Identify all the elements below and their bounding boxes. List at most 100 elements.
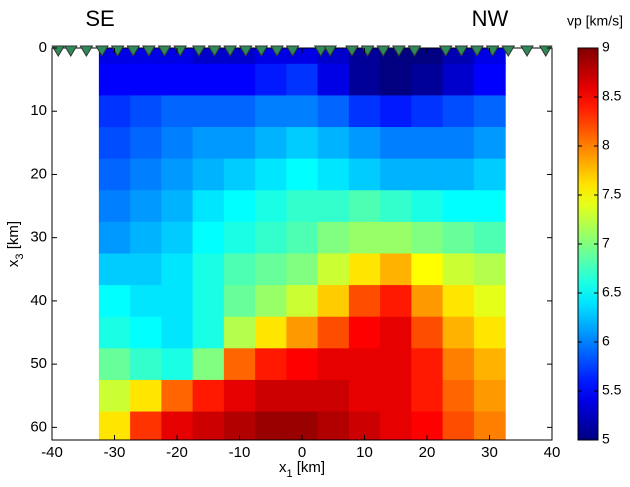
heat-cell bbox=[411, 158, 444, 191]
station-marker bbox=[520, 45, 534, 57]
station-marker bbox=[438, 45, 453, 57]
heat-cell bbox=[380, 379, 412, 413]
x-tick-label: -30 bbox=[104, 444, 126, 461]
heat-cell bbox=[380, 221, 412, 255]
heat-cell bbox=[223, 253, 256, 286]
heat-cell bbox=[192, 221, 225, 255]
colorbar-tick-label: 5 bbox=[602, 431, 610, 447]
heat-cell bbox=[473, 63, 506, 97]
heat-cell bbox=[286, 379, 319, 413]
heat-cell bbox=[130, 63, 162, 97]
x-tick-label: 0 bbox=[298, 444, 306, 461]
heat-cell bbox=[161, 48, 194, 65]
heat-cell bbox=[442, 158, 475, 191]
heat-cell bbox=[223, 63, 256, 97]
station-marker bbox=[454, 45, 469, 57]
heat-cell bbox=[380, 95, 412, 128]
heat-cell bbox=[411, 379, 444, 413]
heat-cell bbox=[411, 63, 444, 97]
heat-cell bbox=[98, 379, 131, 413]
colorbar-tick-label: 7.5 bbox=[602, 186, 622, 202]
heat-cell bbox=[380, 316, 412, 349]
station-marker bbox=[345, 45, 359, 57]
station-marker bbox=[501, 45, 516, 57]
heat-cell bbox=[192, 63, 225, 97]
heat-cell bbox=[98, 253, 131, 286]
heat-cell bbox=[255, 127, 287, 160]
heat-cell bbox=[473, 190, 506, 223]
heat-cell bbox=[380, 348, 412, 381]
y-tick-label: 30 bbox=[30, 229, 47, 246]
heat-cell bbox=[317, 285, 350, 318]
heat-cell bbox=[223, 158, 256, 191]
heat-cell bbox=[317, 253, 350, 286]
colorbar-tick-label: 8.5 bbox=[602, 88, 622, 104]
y-tick-label: 60 bbox=[30, 418, 47, 435]
heat-cell bbox=[192, 253, 225, 286]
heat-cell bbox=[317, 379, 350, 413]
heat-cell bbox=[442, 348, 475, 381]
heat-cell bbox=[286, 348, 319, 381]
station-marker bbox=[223, 45, 238, 57]
y-tick-label: 20 bbox=[30, 165, 47, 182]
heat-cell bbox=[130, 95, 162, 128]
station-marker bbox=[141, 45, 156, 57]
heat-cell bbox=[98, 95, 131, 128]
heat-cell bbox=[473, 221, 506, 255]
heat-cell bbox=[223, 190, 256, 223]
heat-cell bbox=[473, 48, 506, 65]
heat-cell bbox=[255, 348, 287, 381]
x-tick-label: 20 bbox=[419, 444, 436, 461]
heat-cell bbox=[223, 285, 256, 318]
heat-cell bbox=[98, 48, 131, 65]
station-marker bbox=[323, 45, 338, 57]
heat-cell bbox=[192, 411, 225, 440]
station-marker bbox=[157, 45, 172, 57]
station-marker bbox=[238, 45, 253, 57]
heat-cell bbox=[348, 190, 381, 223]
heat-cell bbox=[317, 48, 350, 65]
heat-cell bbox=[286, 127, 319, 160]
station-marker bbox=[470, 45, 484, 57]
heat-cell bbox=[255, 95, 287, 128]
heat-cell bbox=[223, 379, 256, 413]
heat-cell bbox=[161, 221, 194, 255]
heat-cell bbox=[473, 127, 506, 160]
heat-cell bbox=[380, 190, 412, 223]
colorbar-tick-label: 6.5 bbox=[602, 284, 622, 300]
heat-cell bbox=[98, 221, 131, 255]
heat-cell bbox=[473, 379, 506, 413]
heat-cell bbox=[255, 63, 287, 97]
heat-cell bbox=[317, 95, 350, 128]
heat-cell bbox=[286, 95, 319, 128]
heat-cell bbox=[317, 221, 350, 255]
heat-cell bbox=[161, 127, 194, 160]
y-tick-label: 50 bbox=[30, 355, 47, 372]
heat-cell bbox=[161, 253, 194, 286]
heat-cell bbox=[348, 253, 381, 286]
station-marker bbox=[391, 45, 406, 57]
heat-cell bbox=[192, 127, 225, 160]
heat-cell bbox=[161, 285, 194, 318]
heat-cell bbox=[348, 348, 381, 381]
heat-cell bbox=[130, 190, 162, 223]
heat-cell bbox=[130, 253, 162, 286]
heat-cell bbox=[130, 158, 162, 191]
station-marker bbox=[63, 45, 78, 57]
heat-cell bbox=[380, 285, 412, 318]
heat-cell bbox=[442, 95, 475, 128]
y-tick-label: 40 bbox=[30, 292, 47, 309]
heat-cell bbox=[130, 221, 162, 255]
station-marker bbox=[191, 45, 206, 57]
x-tick-label: -10 bbox=[229, 444, 251, 461]
x-tick-label: 40 bbox=[544, 444, 561, 461]
x-tick-label: -20 bbox=[166, 444, 188, 461]
heat-cell bbox=[411, 316, 444, 349]
heat-cell bbox=[286, 158, 319, 191]
heat-cell bbox=[161, 158, 194, 191]
heat-cell bbox=[473, 316, 506, 349]
y-tick-label: 0 bbox=[39, 39, 47, 56]
heat-cell bbox=[411, 221, 444, 255]
heat-cell bbox=[411, 48, 444, 65]
